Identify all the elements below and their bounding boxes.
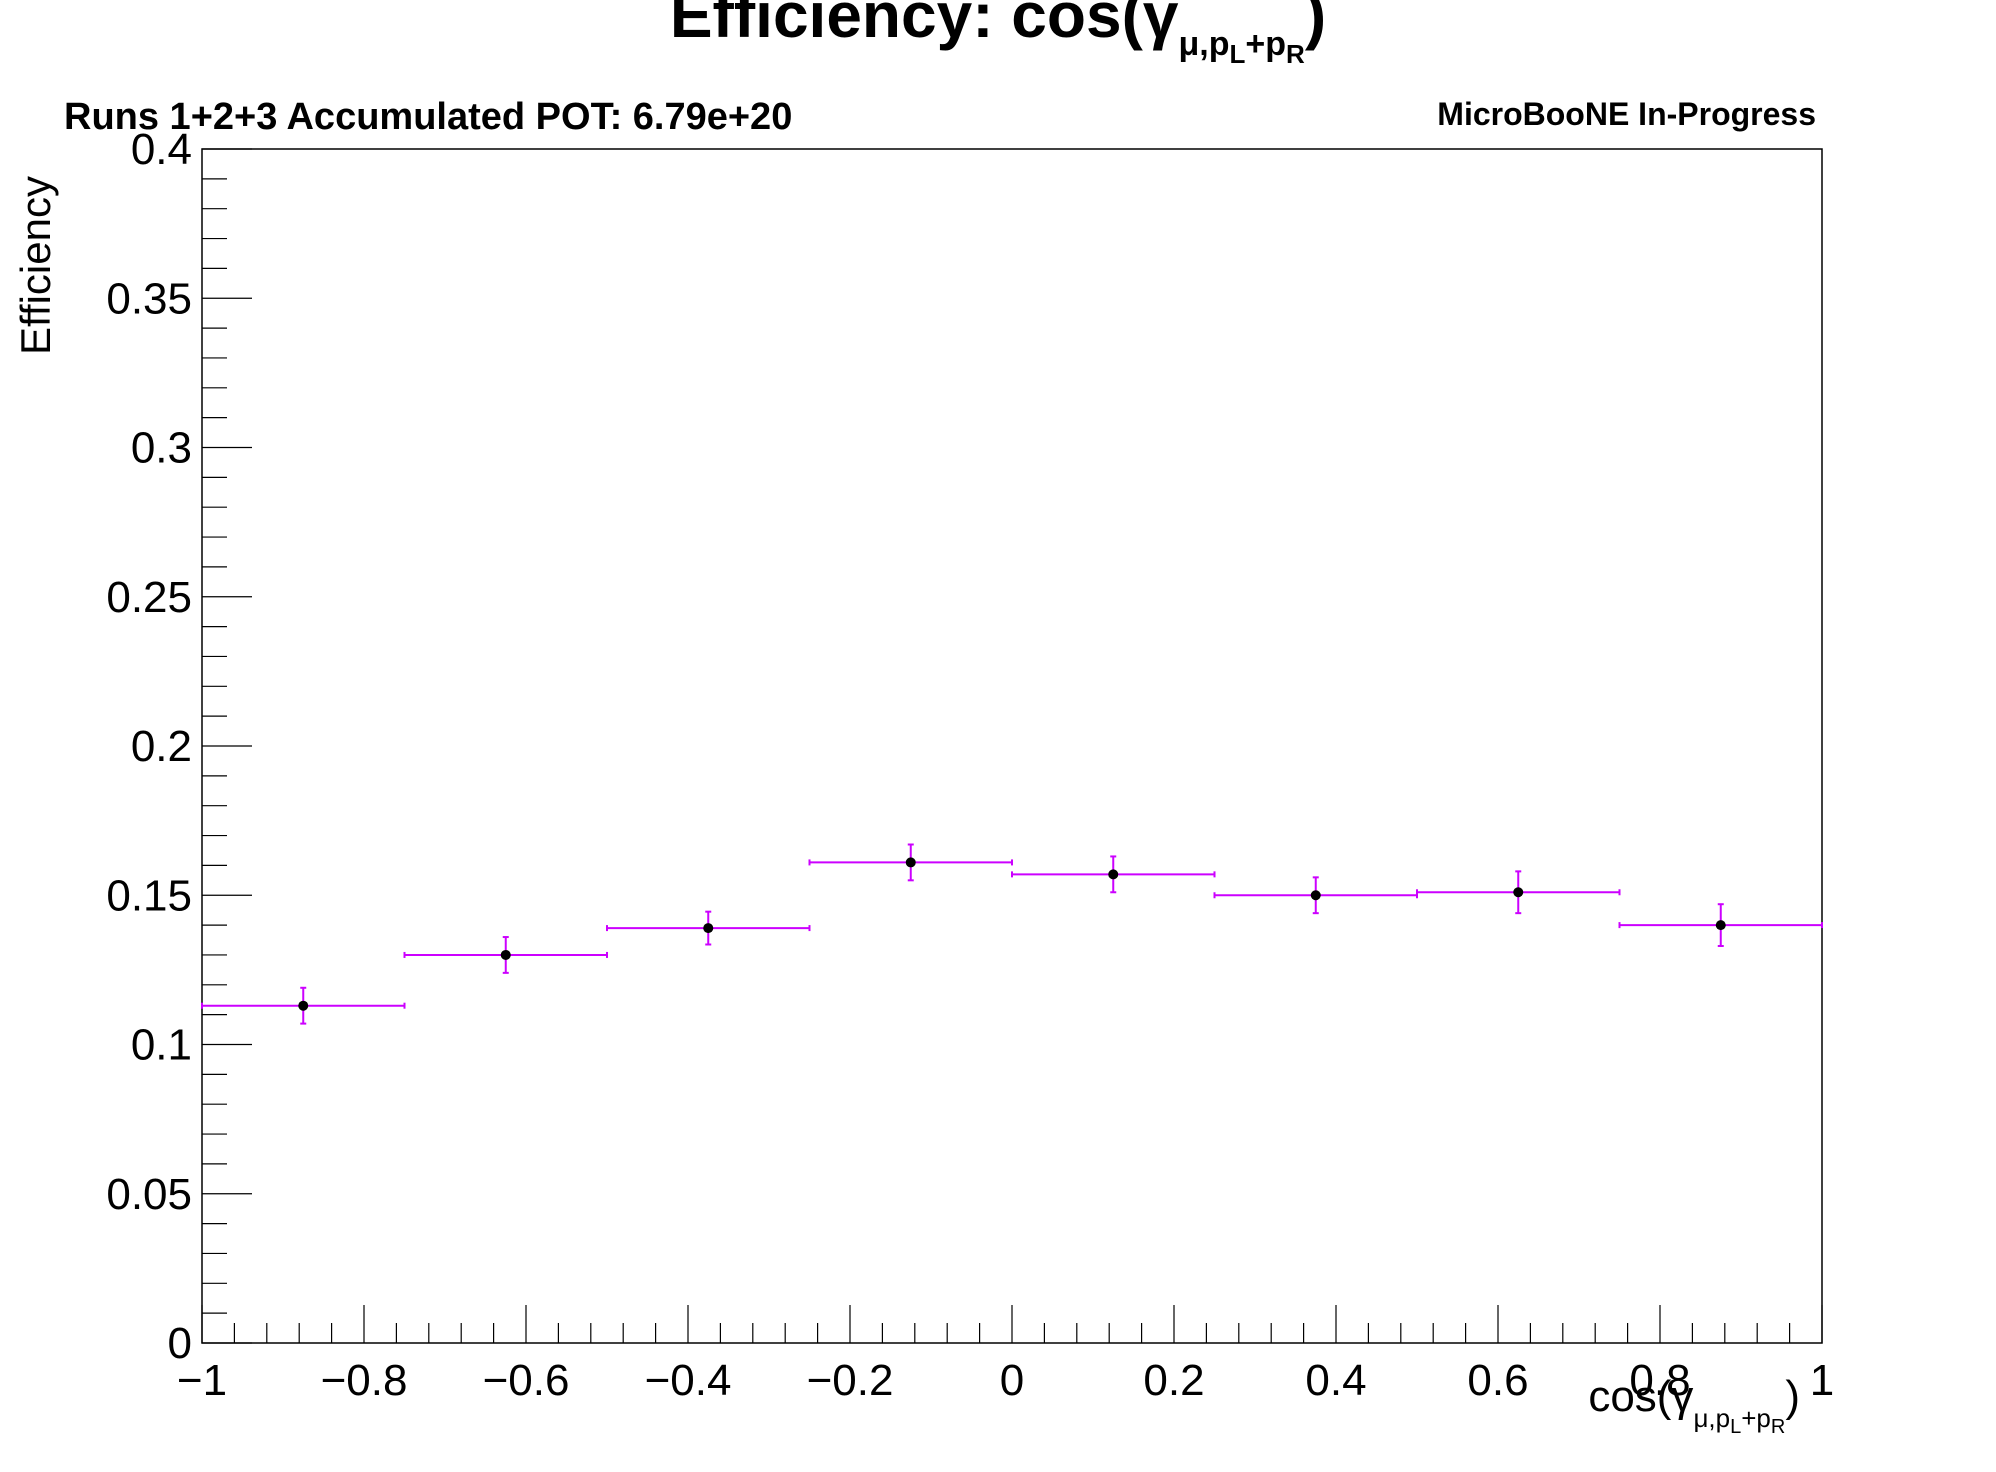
data-point [298,1000,309,1011]
x-tick-label: −0.6 [483,1356,570,1405]
data-point [500,949,511,960]
y-tick-label: 0.4 [131,125,192,174]
data-point [1513,887,1524,898]
y-tick-label: 0.2 [131,722,192,771]
plot-frame [201,148,1823,1344]
y-tick-label: 0.35 [106,274,192,323]
xlabel-sub-plus-p: +p [1741,1403,1771,1433]
x-tick-label: −1 [177,1356,227,1405]
data-point [1108,869,1119,880]
x-tick-label: 0.6 [1467,1356,1528,1405]
x-tick-label: 1 [1810,1356,1834,1405]
data-point [1715,920,1726,931]
y-tick-label: 0.3 [131,424,192,473]
title-sub-plus-p: +p [1245,25,1287,63]
x-tick-label: 0.2 [1143,1356,1204,1405]
title-sub-mu-p: μ,p [1178,25,1230,63]
y-tick-label: 0.15 [106,871,192,920]
xlabel-main: cos(γ [1588,1372,1694,1421]
x-tick-label: −0.2 [807,1356,894,1405]
x-axis-label: cos(γμ,pL+pR) [1588,1372,1800,1439]
xlabel-sub-l: L [1730,1416,1742,1438]
title-main: Efficiency: cos(γ [669,0,1179,51]
title-sub-r: R [1286,39,1305,69]
data-point [905,857,916,868]
xlabel-sub-r: R [1770,1416,1786,1438]
chart-title: Efficiency: cos(γμ,pL+pR) [0,0,1996,70]
y-tick-label: 0 [168,1319,192,1368]
xlabel-subscript: μ,pL+pR [1693,1403,1785,1438]
data-point [1310,890,1321,901]
y-tick-label: 0.1 [131,1021,192,1070]
x-tick-label: −0.4 [645,1356,732,1405]
y-tick-label: 0.25 [106,573,192,622]
x-tick-label: 0 [1000,1356,1024,1405]
xlabel-sub-mu-p: μ,p [1693,1403,1731,1433]
x-tick-label: 0.4 [1305,1356,1366,1405]
x-tick-label: −0.8 [321,1356,408,1405]
y-tick-label: 0.05 [106,1170,192,1219]
title-close-paren: ) [1304,0,1327,51]
x-tick-label: 0.8 [1629,1356,1690,1405]
experiment-label: MicroBooNE In-Progress [1437,96,1816,132]
title-sub-l: L [1229,39,1246,69]
data-point [703,923,714,934]
xlabel-close-paren: ) [1785,1372,1800,1421]
chart-subtitle: Runs 1+2+3 Accumulated POT: 6.79e+20 [64,96,793,138]
title-subscript: μ,pL+pR [1178,25,1304,69]
